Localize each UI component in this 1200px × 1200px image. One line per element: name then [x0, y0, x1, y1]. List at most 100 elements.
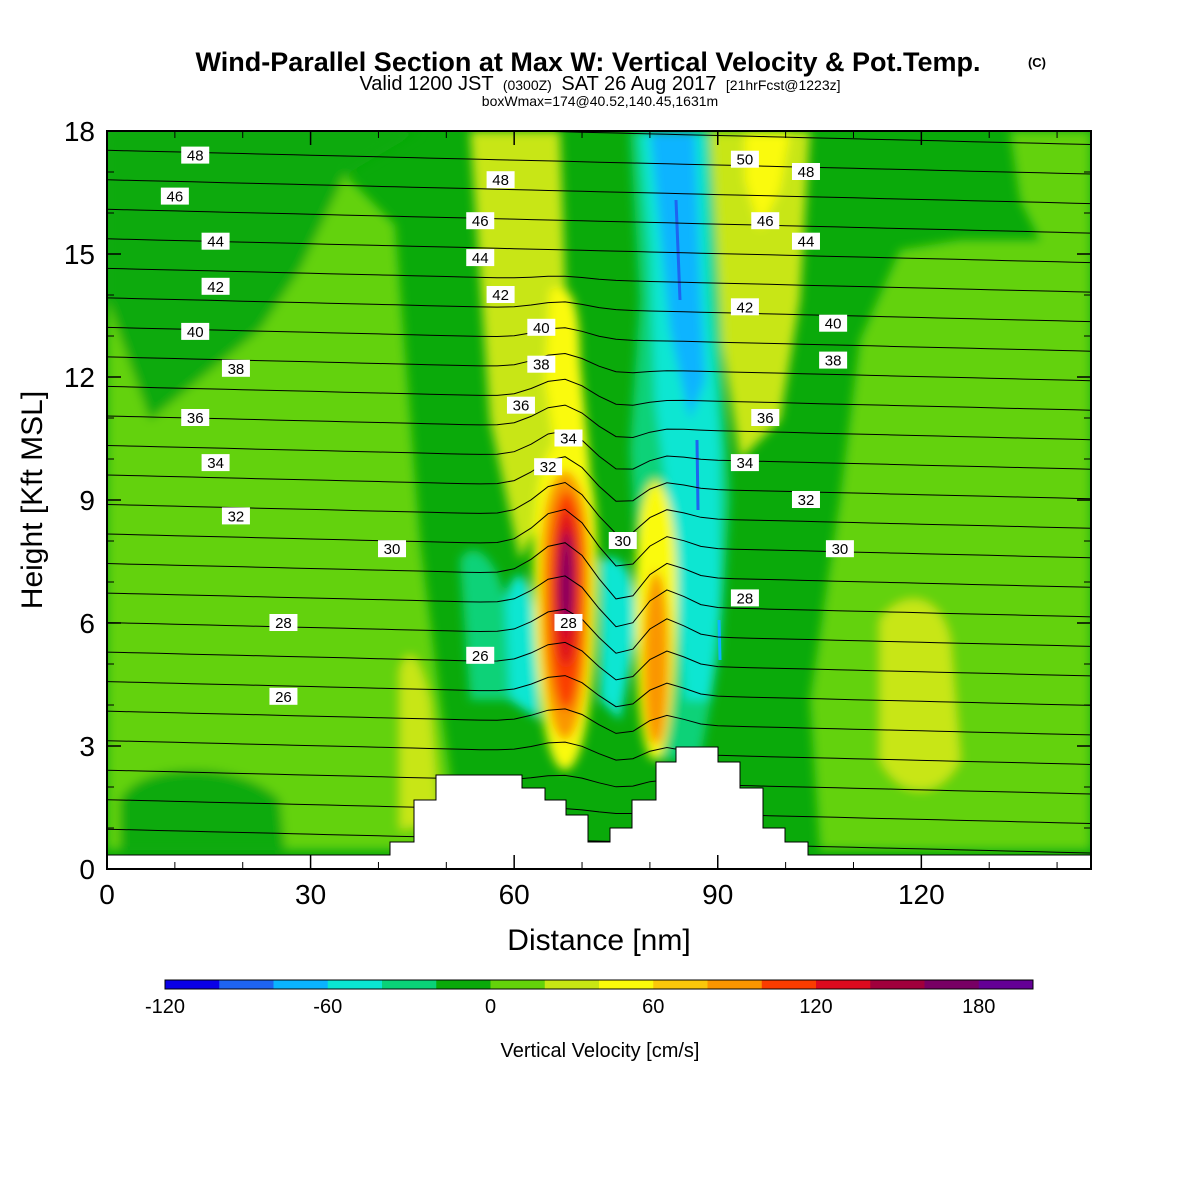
colorbar-swatch [707, 980, 763, 989]
theta-label-bg [269, 687, 298, 705]
theta-label: 44 [791, 232, 820, 251]
theta-label-text: 36 [757, 410, 774, 427]
subtitle-prefix: Valid 1200 JST [359, 73, 493, 95]
theta-label-bg [527, 318, 556, 336]
colorbar-swatch [978, 980, 1034, 989]
theta-label-bg [791, 232, 820, 250]
theta-contour-line [107, 508, 1091, 567]
theta-contour-line [107, 208, 1091, 234]
theta-label-bg [269, 614, 298, 631]
field-left-yellowgreen [400, 655, 440, 830]
theta-label-text: 38 [825, 353, 842, 370]
theta-label: 38 [819, 351, 848, 370]
y-tick-label: 3 [79, 731, 95, 762]
theta-label-bg [466, 646, 495, 664]
theta-label: 32 [534, 458, 563, 476]
theta-label: 34 [201, 454, 230, 472]
colorbar-swatch [544, 980, 600, 989]
theta-label-text: 48 [798, 164, 815, 181]
theta-label-bg [527, 355, 556, 373]
theta-label: 34 [554, 429, 583, 448]
theta-labels: 4846444240383634323028262648464442403836… [160, 146, 854, 706]
theta-label-bg [181, 322, 210, 340]
theta-label-text: 48 [492, 172, 509, 189]
theta-label-bg [730, 589, 759, 607]
colorbar-swatch [219, 980, 274, 989]
theta-label: 48 [181, 146, 210, 165]
theta-label: 30 [825, 540, 854, 558]
theta-label-bg [825, 540, 854, 558]
theta-label-bg [819, 351, 848, 369]
theta-contour-line [509, 131, 1091, 145]
colorbar-tick-label: 120 [799, 996, 832, 1018]
theta-label-text: 40 [825, 316, 842, 333]
field-left-lightgreen [107, 175, 460, 850]
colorbar-tick-label: -60 [313, 996, 342, 1018]
theta-label-bg [534, 458, 563, 476]
theta-contour-line [107, 430, 1091, 470]
theta-label-bg [751, 212, 780, 230]
field-negative-cyan [640, 131, 720, 700]
theta-label-text: 42 [207, 279, 224, 296]
theta-contour-line [107, 641, 1091, 681]
theta-label-text: 44 [798, 234, 815, 251]
colorbar-swatch [382, 980, 437, 989]
colorbar-swatch [273, 980, 329, 989]
theta-label-bg [201, 277, 230, 295]
theta-label-text: 26 [472, 648, 489, 665]
theta-label-bg [554, 429, 583, 447]
theta-label: 44 [201, 232, 230, 251]
theta-label-text: 28 [560, 615, 577, 632]
theta-label-text: 30 [614, 533, 631, 550]
colorbar-swatch [653, 980, 708, 989]
field-right-yellowgreen [880, 599, 960, 790]
theta-label-text: 38 [533, 357, 550, 374]
theta-label: 42 [201, 277, 230, 296]
theta-contours [107, 131, 1091, 854]
theta-label-bg [730, 454, 759, 472]
theta-label: 48 [791, 163, 820, 181]
theta-contour-line [107, 708, 1091, 736]
theta-label-bg [554, 614, 583, 631]
theta-label-text: 46 [167, 189, 184, 206]
theta-contour-line [107, 238, 1091, 264]
theta-label-bg [201, 454, 230, 472]
theta-label-bg [730, 298, 759, 316]
theta-label-text: 36 [187, 410, 204, 427]
theta-label-bg [221, 359, 250, 377]
theta-contour-line [107, 179, 1091, 205]
theta-contour-line [107, 542, 1091, 600]
theta-label: 46 [160, 187, 189, 206]
theta-label: 48 [486, 171, 515, 189]
subtitle-date: SAT 26 Aug 2017 [561, 73, 716, 95]
y-tick-label: 0 [79, 854, 95, 885]
theta-contour-line [107, 297, 1091, 323]
field-negative-blue [650, 131, 705, 420]
theta-label-text: 46 [472, 213, 489, 230]
theta-label-bg [791, 163, 820, 180]
theta-label: 46 [751, 212, 780, 230]
colorbar-tick-label: 0 [485, 996, 496, 1018]
colorbar: -120 -60 0 60 120 180 [145, 979, 1034, 1018]
theta-label: 26 [269, 687, 298, 706]
theta-label-text: 30 [384, 541, 401, 558]
theta-label: 32 [791, 491, 820, 509]
theta-label: 42 [486, 286, 515, 304]
theta-label-text: 32 [798, 492, 815, 509]
downdraft-streak-mid [695, 439, 700, 511]
theta-label: 30 [378, 540, 407, 558]
y-tick-label: 9 [79, 485, 95, 516]
colorbar-label: Vertical Velocity [cm/s] [501, 1040, 700, 1062]
theta-label: 46 [466, 212, 495, 230]
theta-label-text: 42 [492, 287, 509, 304]
theta-label-text: 26 [275, 689, 292, 706]
theta-label-text: 38 [228, 361, 245, 378]
theta-contour-line [107, 456, 1091, 502]
copyright-mark: (C) [1028, 55, 1046, 70]
colorbar-swatch [761, 980, 817, 989]
x-tick-label: 30 [295, 879, 326, 910]
colorbar-tick-label: -120 [145, 996, 185, 1018]
theta-label-text: 34 [560, 431, 577, 448]
theta-contour-line [107, 828, 1091, 854]
